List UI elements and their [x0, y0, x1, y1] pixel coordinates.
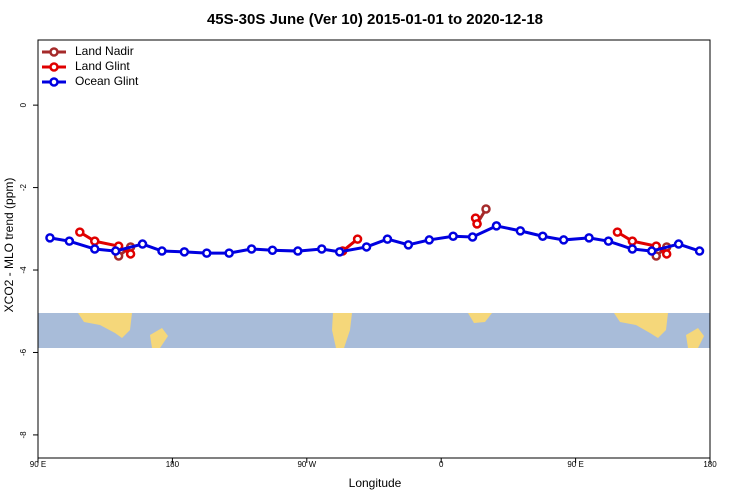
point: [361, 242, 372, 252]
legend-marker: [49, 77, 59, 87]
point: [612, 227, 623, 237]
point: [424, 235, 435, 245]
point: [89, 236, 100, 246]
legend-marker: [49, 62, 59, 72]
plot-frame: [37, 39, 711, 459]
point: [382, 234, 393, 244]
point: [267, 245, 278, 255]
series-line: [49, 224, 701, 255]
legend-label: Land Nadir: [75, 44, 134, 58]
y-tick-label: -8: [19, 431, 28, 439]
point: [694, 246, 705, 256]
point: [157, 246, 167, 256]
point: [64, 236, 75, 246]
y-tick-label: -4: [19, 266, 28, 274]
chart-title: 45S-30S June (Ver 10) 2015-01-01 to 2020…: [207, 11, 543, 28]
point: [293, 246, 303, 256]
point: [627, 236, 638, 246]
point: [137, 239, 148, 249]
point: [201, 248, 212, 258]
y-tick-label: -6: [19, 348, 28, 356]
point: [448, 231, 458, 241]
legend-label: Land Glint: [75, 59, 130, 73]
legend-marker: [49, 47, 59, 57]
point: [472, 219, 482, 229]
point: [179, 247, 190, 257]
y-axis-label: XCO2 - MLO trend (ppm): [2, 178, 16, 313]
x-tick-label: 90 W: [297, 460, 316, 469]
point: [627, 244, 638, 254]
series-line: [79, 217, 668, 256]
point: [647, 246, 657, 256]
point: [75, 227, 85, 237]
point: [481, 204, 491, 214]
point: [316, 244, 327, 254]
point: [224, 248, 234, 258]
point: [334, 247, 345, 257]
y-tick-label: -2: [19, 183, 28, 191]
point: [491, 221, 502, 231]
point: [467, 232, 478, 242]
point: [673, 239, 684, 249]
x-tick-label: 90 E: [567, 460, 583, 469]
point: [125, 249, 136, 259]
y-tick-label: 0: [19, 102, 28, 107]
point: [89, 244, 100, 254]
point: [515, 226, 526, 236]
legend-label: Ocean Glint: [75, 74, 139, 88]
point: [661, 249, 672, 259]
point: [246, 244, 257, 254]
x-tick-label: 0: [439, 460, 444, 469]
point: [403, 240, 414, 250]
point: [584, 233, 594, 243]
point: [110, 246, 121, 256]
x-tick-label: 90 E: [30, 460, 46, 469]
point: [558, 235, 569, 245]
x-axis-label: Longitude: [349, 476, 402, 490]
series-line: [117, 208, 668, 258]
point: [45, 233, 55, 243]
x-tick-label: 180: [166, 460, 180, 469]
point: [537, 231, 548, 241]
map-band: [38, 313, 710, 348]
point: [352, 234, 363, 244]
x-tick-label: 180: [703, 460, 717, 469]
point: [603, 236, 614, 246]
